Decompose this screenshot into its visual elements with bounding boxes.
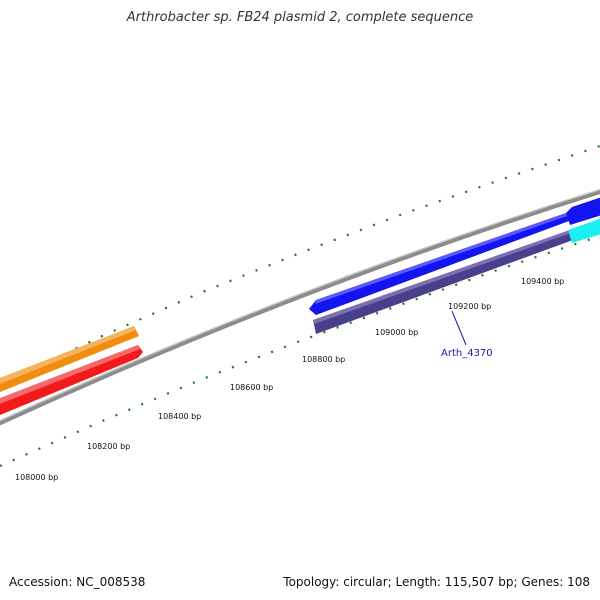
map-title: Arthrobacter sp. FB24 plasmid 2, complet… [126, 10, 474, 25]
ruler-label-108800: 108800 bp [302, 355, 345, 364]
topology-summary: Topology: circular; Length: 115,507 bp; … [283, 575, 590, 589]
gene-slate[interactable] [313, 230, 573, 334]
gene-blue-right[interactable] [566, 196, 600, 225]
ruler-label-109200: 109200 bp [448, 302, 491, 311]
gene-orange[interactable] [0, 326, 139, 392]
ruler-label-109000: 109000 bp [375, 328, 418, 337]
gene-cyan[interactable] [568, 217, 600, 243]
ruler-label-108000: 108000 bp [15, 473, 58, 482]
ruler-label-108200: 108200 bp [87, 442, 130, 451]
sequence-backbone-highlight [0, 188, 600, 422]
gene-label-arth-4370[interactable]: Arth_4370 [441, 348, 493, 359]
sequence-backbone [0, 188, 600, 426]
ruler-label-108600: 108600 bp [230, 383, 273, 392]
gene-callout-line [451, 310, 467, 346]
ruler-label-109400: 109400 bp [521, 277, 564, 286]
gene-red[interactable] [0, 345, 143, 415]
ruler-label-108400: 108400 bp [158, 412, 201, 421]
gene-blue-arth-4370[interactable] [309, 213, 569, 315]
accession-text: Accession: NC_008538 [9, 575, 146, 589]
